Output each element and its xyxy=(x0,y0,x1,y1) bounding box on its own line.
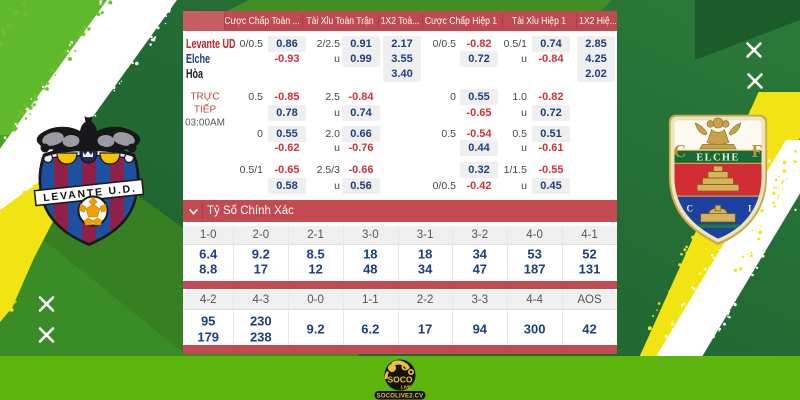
svg-text:LIVE: LIVE xyxy=(401,385,411,390)
svg-text:SOCO: SOCO xyxy=(387,375,412,385)
svg-text:C: C xyxy=(687,203,694,213)
svg-text:C: C xyxy=(674,141,686,161)
svg-text:ELCHE: ELCHE xyxy=(696,152,739,163)
svg-text:SOCOLIVE2.CV: SOCOLIVE2.CV xyxy=(377,394,424,400)
svg-text:I: I xyxy=(748,203,752,213)
svg-text:F: F xyxy=(752,141,763,161)
